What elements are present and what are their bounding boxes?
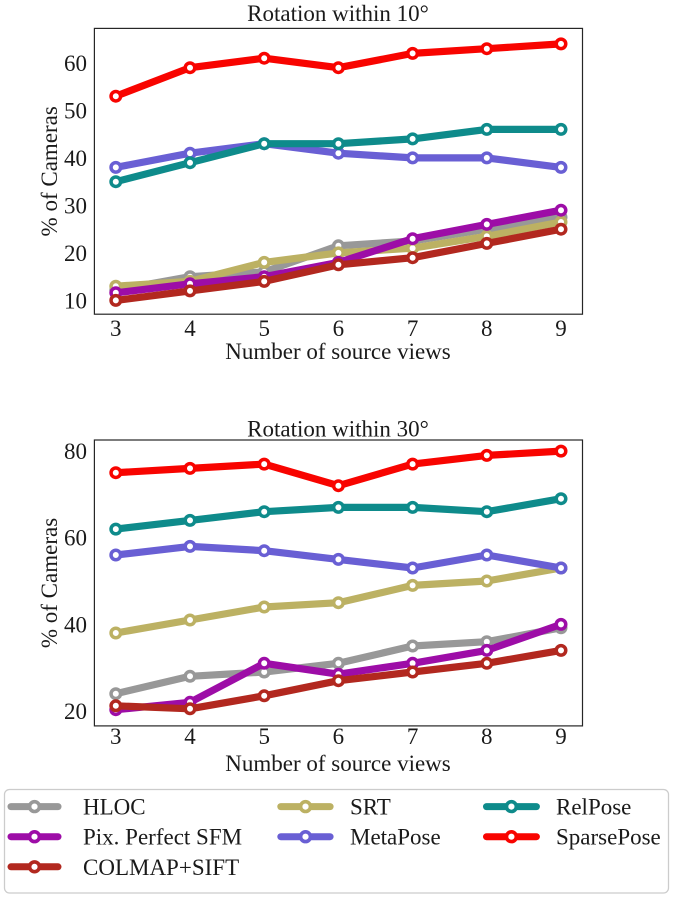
svg-text:Pix. Perfect SFM: Pix. Perfect SFM xyxy=(83,825,242,850)
svg-text:9: 9 xyxy=(555,724,567,749)
svg-text:% of Cameras: % of Cameras xyxy=(37,106,62,236)
svg-text:SparsePose: SparsePose xyxy=(556,825,661,850)
svg-text:SRT: SRT xyxy=(350,795,391,820)
svg-text:9: 9 xyxy=(555,316,567,341)
svg-text:60: 60 xyxy=(64,526,87,551)
svg-text:8: 8 xyxy=(481,724,493,749)
svg-text:5: 5 xyxy=(258,316,270,341)
svg-text:6: 6 xyxy=(333,724,345,749)
svg-text:7: 7 xyxy=(407,724,419,749)
svg-text:4: 4 xyxy=(184,724,196,749)
svg-text:20: 20 xyxy=(64,241,87,266)
svg-text:Rotation within 10°: Rotation within 10° xyxy=(247,1,429,26)
svg-text:% of Cameras: % of Cameras xyxy=(37,518,62,648)
svg-text:MetaPose: MetaPose xyxy=(350,825,441,850)
svg-text:COLMAP+SIFT: COLMAP+SIFT xyxy=(83,855,239,880)
svg-text:30: 30 xyxy=(64,193,87,218)
svg-text:HLOC: HLOC xyxy=(83,795,146,820)
svg-text:Number of source views: Number of source views xyxy=(225,751,451,776)
svg-text:20: 20 xyxy=(64,699,87,724)
svg-text:Rotation within 30°: Rotation within 30° xyxy=(247,417,429,442)
svg-text:40: 40 xyxy=(64,146,87,171)
svg-text:6: 6 xyxy=(333,316,345,341)
svg-text:50: 50 xyxy=(64,98,87,123)
svg-text:4: 4 xyxy=(184,316,196,341)
svg-text:5: 5 xyxy=(258,724,270,749)
svg-text:Number of source views: Number of source views xyxy=(225,339,451,364)
svg-text:3: 3 xyxy=(110,724,122,749)
svg-text:60: 60 xyxy=(64,51,87,76)
svg-text:3: 3 xyxy=(110,316,122,341)
svg-text:7: 7 xyxy=(407,316,419,341)
svg-text:8: 8 xyxy=(481,316,493,341)
svg-text:40: 40 xyxy=(64,612,87,637)
svg-text:10: 10 xyxy=(64,288,87,313)
svg-text:80: 80 xyxy=(64,439,87,464)
svg-text:RelPose: RelPose xyxy=(556,795,631,820)
